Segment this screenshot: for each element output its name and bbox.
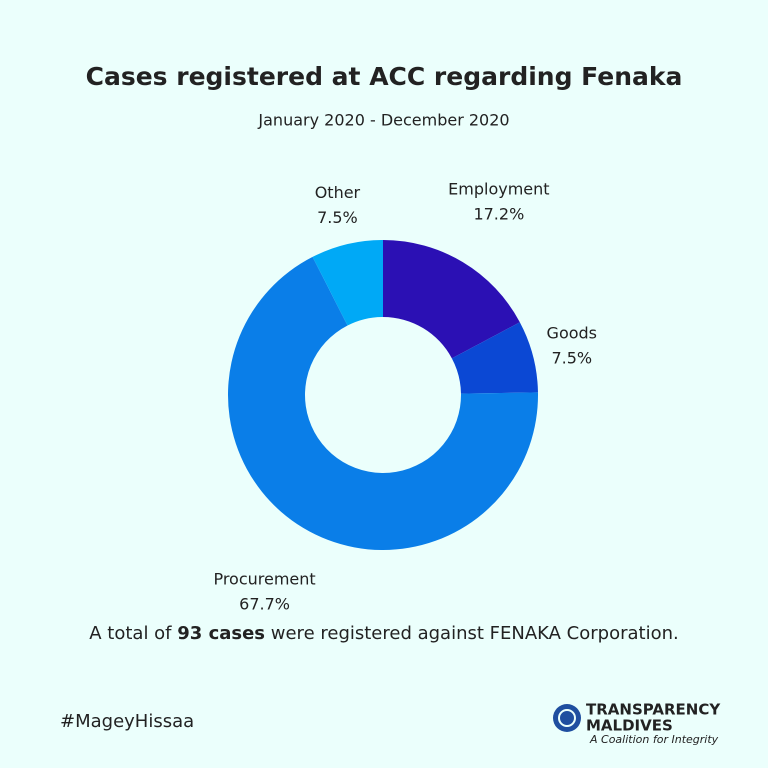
logo-country: MALDIVES bbox=[586, 717, 673, 735]
slice-label: Procurement bbox=[213, 570, 315, 589]
logo-icon bbox=[558, 709, 576, 727]
donut-slice bbox=[228, 256, 538, 550]
logo: TRANSPARENCY MALDIVES A Coalition for In… bbox=[553, 701, 721, 746]
footnote-bold: 93 cases bbox=[177, 623, 265, 644]
donut-slice bbox=[451, 322, 538, 394]
slice-label: Other bbox=[315, 183, 361, 202]
logo-name: TRANSPARENCY bbox=[586, 701, 721, 719]
chart-subtitle: January 2020 - December 2020 bbox=[257, 111, 509, 130]
logo-icon bbox=[553, 704, 581, 732]
slice-label: Employment bbox=[448, 180, 549, 199]
donut: Employment 17.2% Goods 7.5% Procurement 67.7%… bbox=[213, 180, 597, 614]
donut-slice bbox=[312, 240, 383, 326]
chart-title: Cases registered at ACC regarding Fenaka bbox=[86, 62, 683, 91]
footnote: A total of 93 cases were registered agai… bbox=[89, 623, 679, 644]
footnote-text: A total of bbox=[89, 623, 172, 644]
donut-slice bbox=[383, 240, 520, 359]
slice-value-label: 7.5% bbox=[551, 349, 592, 368]
footnote-text: were registered against FENAKA Corporati… bbox=[271, 623, 679, 644]
logo-tagline: A Coalition for Integrity bbox=[589, 733, 719, 746]
hashtag: #MageyHissaa bbox=[60, 711, 194, 732]
slice-value-label: 67.7% bbox=[239, 595, 290, 614]
slice-label: Goods bbox=[547, 324, 597, 343]
slice-value-label: 17.2% bbox=[473, 205, 524, 224]
slice-value-label: 7.5% bbox=[317, 208, 358, 227]
